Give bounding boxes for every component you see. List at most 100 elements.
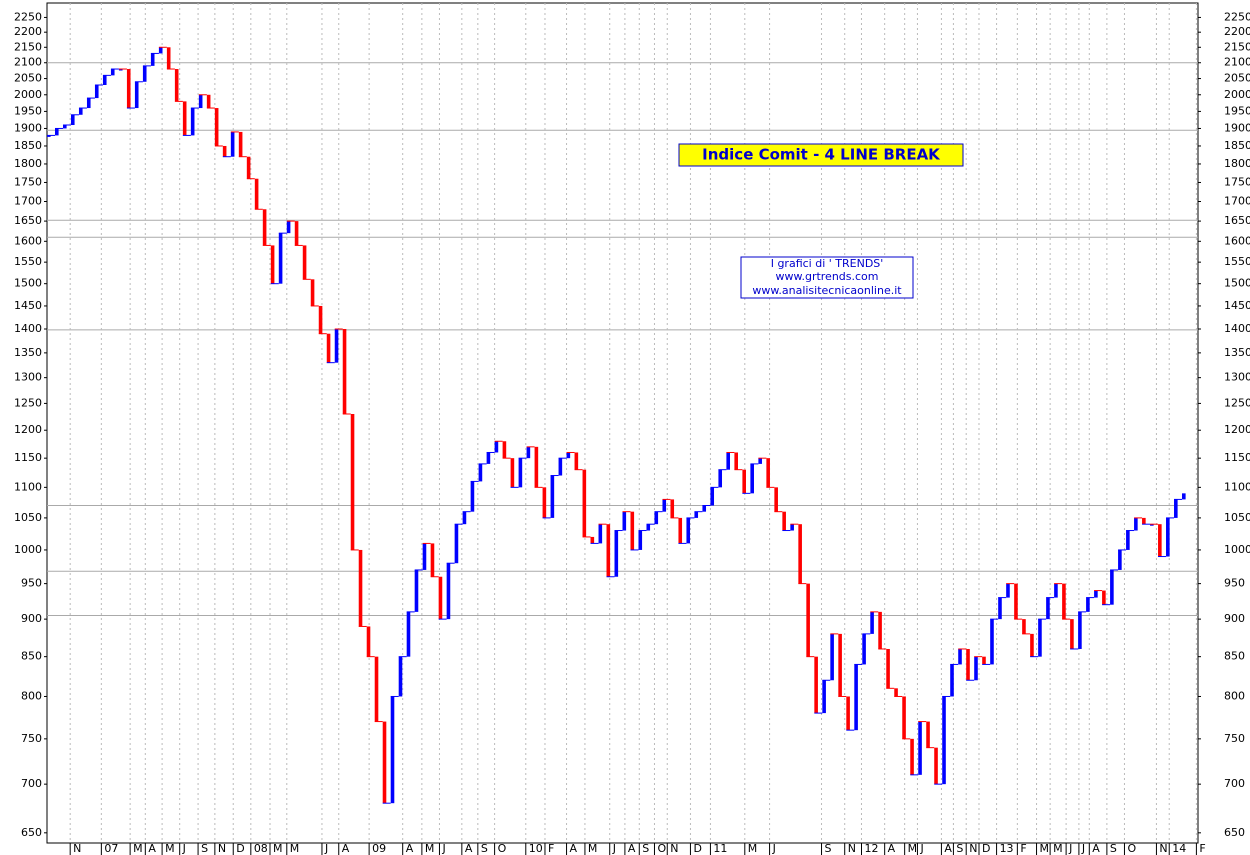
brick xyxy=(238,131,243,157)
y-tick-label: 1200 xyxy=(14,423,42,436)
brick xyxy=(246,156,251,179)
brick xyxy=(894,688,898,697)
brick xyxy=(262,209,267,246)
brick xyxy=(486,452,491,464)
y-tick-label-right: 1650 xyxy=(1224,214,1250,227)
x-tick-label: M xyxy=(748,842,758,855)
y-tick-label: 1850 xyxy=(14,139,42,152)
x-tick-label: D xyxy=(236,842,244,855)
brick xyxy=(302,245,307,280)
brick xyxy=(1022,619,1026,634)
brick xyxy=(446,563,451,620)
brick xyxy=(454,524,459,564)
x-tick-label: A xyxy=(465,842,473,855)
brick xyxy=(670,499,675,518)
brick xyxy=(678,517,683,544)
brick xyxy=(310,279,315,306)
x-tick-label: 14 xyxy=(1172,842,1186,855)
y-tick-label: 1250 xyxy=(14,396,42,409)
brick xyxy=(950,664,954,697)
y-tick-label: 1000 xyxy=(14,543,42,556)
brick xyxy=(534,446,539,488)
brick xyxy=(294,221,299,246)
x-tick-label: M xyxy=(273,842,283,855)
brick xyxy=(86,98,91,109)
y-tick-label-right: 1400 xyxy=(1224,322,1250,335)
y-tick-label: 900 xyxy=(21,612,42,625)
chart-title: Indice Comit - 4 LINE BREAK xyxy=(702,146,941,164)
brick xyxy=(1038,619,1042,657)
brick xyxy=(630,511,635,550)
brick xyxy=(126,69,131,109)
y-tick-label: 1600 xyxy=(14,234,42,247)
brick xyxy=(1166,517,1170,557)
brick xyxy=(1054,583,1058,598)
brick xyxy=(966,648,970,681)
brick xyxy=(758,458,762,464)
x-tick-label: M xyxy=(133,842,143,855)
x-tick-label: 13 xyxy=(1000,842,1014,855)
x-tick-label: 08 xyxy=(254,842,268,855)
x-tick-label: F xyxy=(548,842,554,855)
brick xyxy=(558,458,563,476)
brick xyxy=(47,135,51,137)
brick xyxy=(134,81,139,109)
brick xyxy=(118,69,123,71)
brick xyxy=(70,114,75,126)
brick xyxy=(430,543,435,577)
x-tick-label: J xyxy=(772,842,776,855)
brick xyxy=(550,475,555,518)
y-tick-label-right: 1200 xyxy=(1224,423,1250,436)
y-tick-label: 1750 xyxy=(14,175,42,188)
brick xyxy=(806,583,810,657)
brick xyxy=(270,245,275,284)
brick xyxy=(78,108,83,115)
brick xyxy=(590,536,595,544)
brick xyxy=(694,511,699,518)
y-tick-label-right: 1050 xyxy=(1224,511,1250,524)
y-tick-label-right: 950 xyxy=(1224,577,1245,590)
x-tick-label: M xyxy=(165,842,175,855)
y-tick-label: 2050 xyxy=(14,72,42,85)
y-tick-label-right: 1500 xyxy=(1224,277,1250,290)
y-tick-label-right: 1300 xyxy=(1224,371,1250,384)
brick xyxy=(662,499,667,512)
x-tick-label: O xyxy=(498,842,507,855)
brick xyxy=(862,633,866,665)
brick xyxy=(326,333,331,363)
x-tick-label: A xyxy=(944,842,952,855)
x-tick-label: M xyxy=(290,842,300,855)
y-tick-label: 1700 xyxy=(14,194,42,207)
y-tick-label-right: 2000 xyxy=(1224,88,1250,101)
brick xyxy=(734,452,738,470)
x-tick-label: N xyxy=(670,842,678,855)
brick xyxy=(518,458,523,488)
brick xyxy=(350,414,355,550)
brick xyxy=(198,94,203,109)
brick xyxy=(814,656,818,714)
brick xyxy=(854,664,858,731)
x-tick-label: N xyxy=(848,842,856,855)
brick xyxy=(710,487,715,506)
brick xyxy=(214,108,219,146)
y-tick-label-right: 800 xyxy=(1224,689,1245,702)
brick xyxy=(1102,590,1106,605)
y-tick-label: 1900 xyxy=(14,121,42,134)
brick xyxy=(606,524,611,577)
brick xyxy=(782,511,786,531)
y-tick-label-right: 700 xyxy=(1224,777,1245,790)
brick xyxy=(990,619,994,665)
y-tick-label: 700 xyxy=(21,777,42,790)
brick xyxy=(958,648,962,665)
brick xyxy=(726,452,731,470)
brick xyxy=(438,576,443,620)
x-tick-label: J xyxy=(919,842,923,855)
y-tick-label-right: 2150 xyxy=(1224,40,1250,53)
x-tick-label: D xyxy=(693,842,701,855)
x-tick-label: S xyxy=(642,842,649,855)
brick xyxy=(798,524,802,584)
x-tick-label: 12 xyxy=(864,842,878,855)
brick xyxy=(1062,583,1066,620)
y-tick-label: 1350 xyxy=(14,346,42,359)
x-tick-label: A xyxy=(406,842,414,855)
